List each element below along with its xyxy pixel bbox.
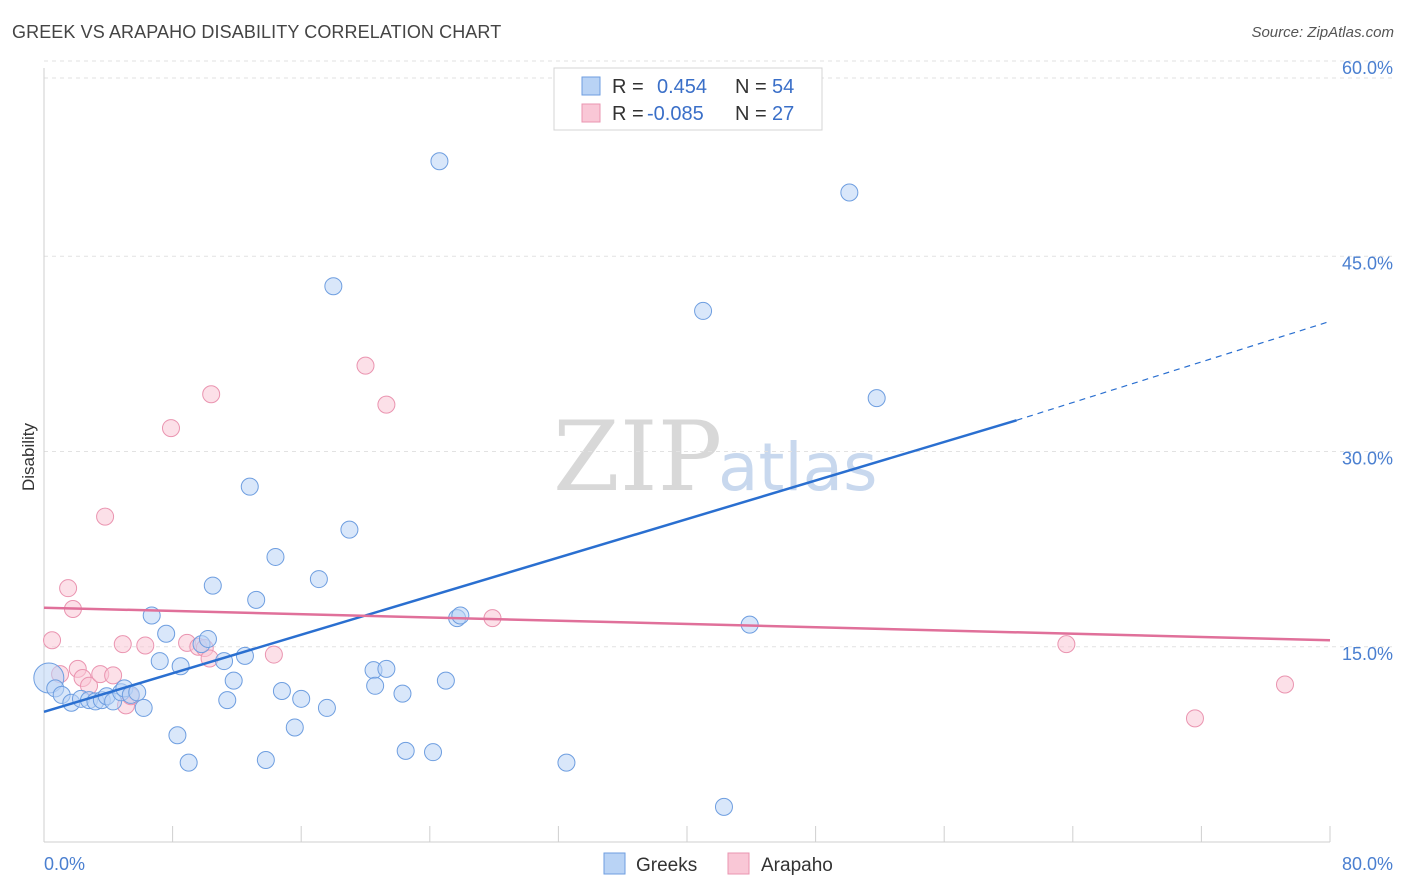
greeks-point-16	[150, 652, 169, 671]
legend-arapaho-r-value: -0.085	[647, 103, 704, 125]
greeks-point-50	[694, 301, 713, 320]
greeks-point-20	[179, 753, 198, 772]
legend-arapaho-n-label: N =	[735, 103, 767, 125]
greeks-point-22	[198, 629, 217, 648]
arapaho-point-21	[356, 356, 375, 375]
x-ticks	[43, 826, 1331, 842]
greeks-point-28	[240, 477, 259, 496]
legend-bottom: Greeks Arapaho	[603, 852, 833, 876]
greeks-point-46	[436, 671, 455, 690]
greeks-point-37	[324, 277, 343, 296]
legend-greeks-swatch	[581, 76, 601, 96]
legend-bottom-greeks-label: Greeks	[636, 855, 697, 876]
x-tick-label-min: 0.0%	[44, 854, 85, 874]
greeks-point-44	[424, 743, 443, 762]
greeks-point-35	[309, 570, 328, 589]
greeks-point-54	[867, 389, 886, 408]
arapaho-point-20	[264, 645, 283, 664]
arapaho-point-14	[161, 419, 180, 438]
arapaho-point-22	[377, 395, 396, 414]
legend-arapaho-r-label: R =	[612, 103, 644, 125]
greeks-point-29	[247, 590, 266, 609]
greeks-point-43	[396, 741, 415, 760]
watermark-atlas: atlas	[718, 429, 878, 506]
greeks-point-18	[168, 726, 187, 745]
greeks-point-33	[285, 718, 304, 737]
greeks-point-32	[272, 682, 291, 701]
watermark-zip: ZIP	[553, 401, 722, 513]
legend-greeks-n-label: N =	[735, 76, 767, 98]
x-tick-label-max: 80.0%	[1342, 854, 1393, 874]
legend-bottom-greeks-swatch	[603, 852, 626, 875]
greeks-point-23	[203, 576, 222, 595]
y-tick-label-30: 30.0%	[1342, 449, 1393, 469]
greeks-point-53	[840, 183, 859, 202]
greeks-point-38	[340, 520, 359, 539]
greeks-point-34	[292, 689, 311, 708]
legend-bottom-arapaho-swatch	[727, 852, 750, 875]
y-tick-label-45: 45.0%	[1342, 253, 1393, 273]
arapaho-point-2	[59, 579, 78, 598]
trend-lines	[43, 320, 1331, 714]
gridlines	[44, 60, 1393, 648]
legend-bottom-arapaho-label: Arapaho	[761, 855, 833, 876]
legend-greeks-n-value: 54	[772, 76, 794, 98]
y-tick-labels: 15.0% 30.0% 45.0% 60.0%	[1342, 58, 1393, 664]
greeks-trend-extension	[1016, 320, 1331, 421]
arapaho-point-26	[1275, 675, 1294, 694]
legend-greeks-r-label: R =	[612, 76, 644, 98]
y-tick-label-15: 15.0%	[1342, 644, 1393, 664]
arapaho-point-10	[113, 635, 132, 654]
greeks-point-17	[157, 624, 176, 643]
greeks-point-14	[134, 698, 153, 717]
y-axis-title: Disability	[19, 422, 38, 491]
greeks-point-40	[366, 676, 385, 695]
arapaho-point-8	[96, 507, 115, 526]
legend-arapaho-n-value: 27	[772, 103, 794, 125]
legend-greeks-r-value: 0.454	[657, 76, 707, 98]
arapaho-point-25	[1185, 709, 1204, 728]
greeks-point-41	[377, 659, 396, 678]
legend-top: R = 0.454 N = 54 R = -0.085 N = 27	[553, 67, 823, 131]
arapaho-point-9	[104, 666, 123, 685]
greeks-point-26	[224, 671, 243, 690]
greeks-point-51	[714, 797, 733, 816]
arapaho-point-13	[136, 636, 155, 655]
y-tick-label-60: 60.0%	[1342, 58, 1393, 78]
greeks-point-31	[266, 547, 285, 566]
greeks-point-49	[557, 753, 576, 772]
greeks-point-48	[451, 606, 470, 625]
greeks-point-25	[218, 691, 237, 710]
arapaho-point-0	[43, 631, 62, 650]
greeks-point-30	[256, 750, 275, 769]
arapaho-point-24	[1057, 635, 1076, 654]
greeks-point-45	[430, 152, 449, 171]
source-credit: Source: ZipAtlas.com	[1251, 24, 1394, 41]
legend-arapaho-swatch	[581, 103, 601, 123]
arapaho-trend-line	[43, 606, 1331, 642]
chart-title: GREEK VS ARAPAHO DISABILITY CORRELATION …	[12, 22, 502, 42]
greeks-point-36	[317, 698, 336, 717]
greeks-trend-line	[43, 419, 1017, 714]
greeks-point-42	[393, 684, 412, 703]
arapaho-point-19	[202, 385, 221, 404]
